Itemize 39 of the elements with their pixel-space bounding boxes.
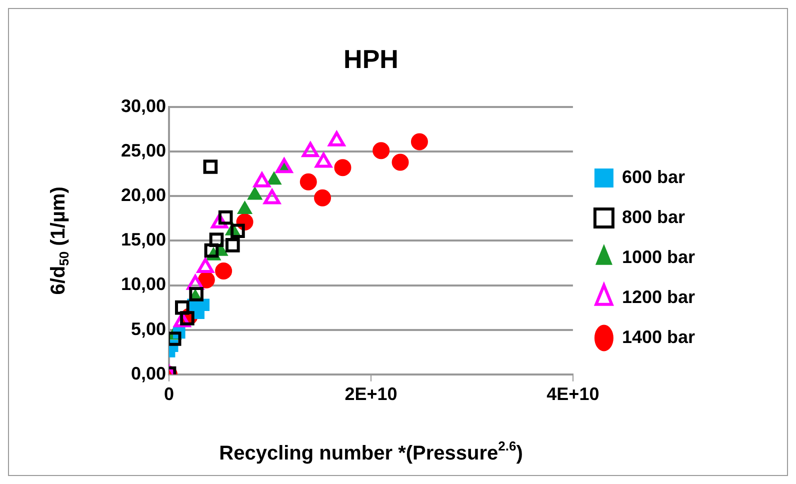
point [254, 172, 270, 188]
point [218, 210, 233, 225]
chart-title: HPH [344, 44, 398, 74]
x-tick-label: 0 [164, 384, 174, 404]
x-tick-label: 4E+10 [546, 384, 600, 404]
legend-label: 1400 bar [622, 326, 696, 347]
point [203, 160, 218, 174]
point [328, 131, 346, 146]
y-tick-label: 25,00 [120, 140, 166, 161]
point [410, 133, 428, 150]
point [215, 262, 232, 280]
x-tick-label: 2E+10 [344, 384, 398, 404]
point [372, 142, 390, 160]
point [237, 201, 252, 214]
y-tick-label: 15,00 [120, 230, 166, 250]
y-tick-label: 10,00 [120, 274, 166, 294]
point [230, 224, 245, 238]
y-tick-label: 20,00 [120, 185, 166, 206]
legend-label: 1000 bar [622, 246, 696, 267]
point [392, 154, 409, 171]
y-tick-label: 30,00 [120, 96, 166, 116]
point [314, 189, 332, 206]
point [204, 243, 219, 258]
point [209, 232, 224, 247]
point [302, 142, 319, 158]
point [266, 172, 282, 185]
point [264, 189, 280, 204]
legend-label: 600 bar [622, 166, 685, 187]
point [315, 152, 332, 168]
legend-label: 800 bar [622, 206, 685, 227]
y-tick-label: 0,00 [130, 363, 166, 384]
point [300, 173, 317, 190]
y-tick-label: 5,00 [130, 318, 166, 339]
point [334, 159, 352, 176]
y-axis-title: 6/d50 (1/µm) [48, 186, 72, 295]
point [226, 238, 240, 252]
point [247, 186, 262, 200]
point [175, 300, 190, 315]
legend-label: 1200 bar [622, 286, 696, 307]
